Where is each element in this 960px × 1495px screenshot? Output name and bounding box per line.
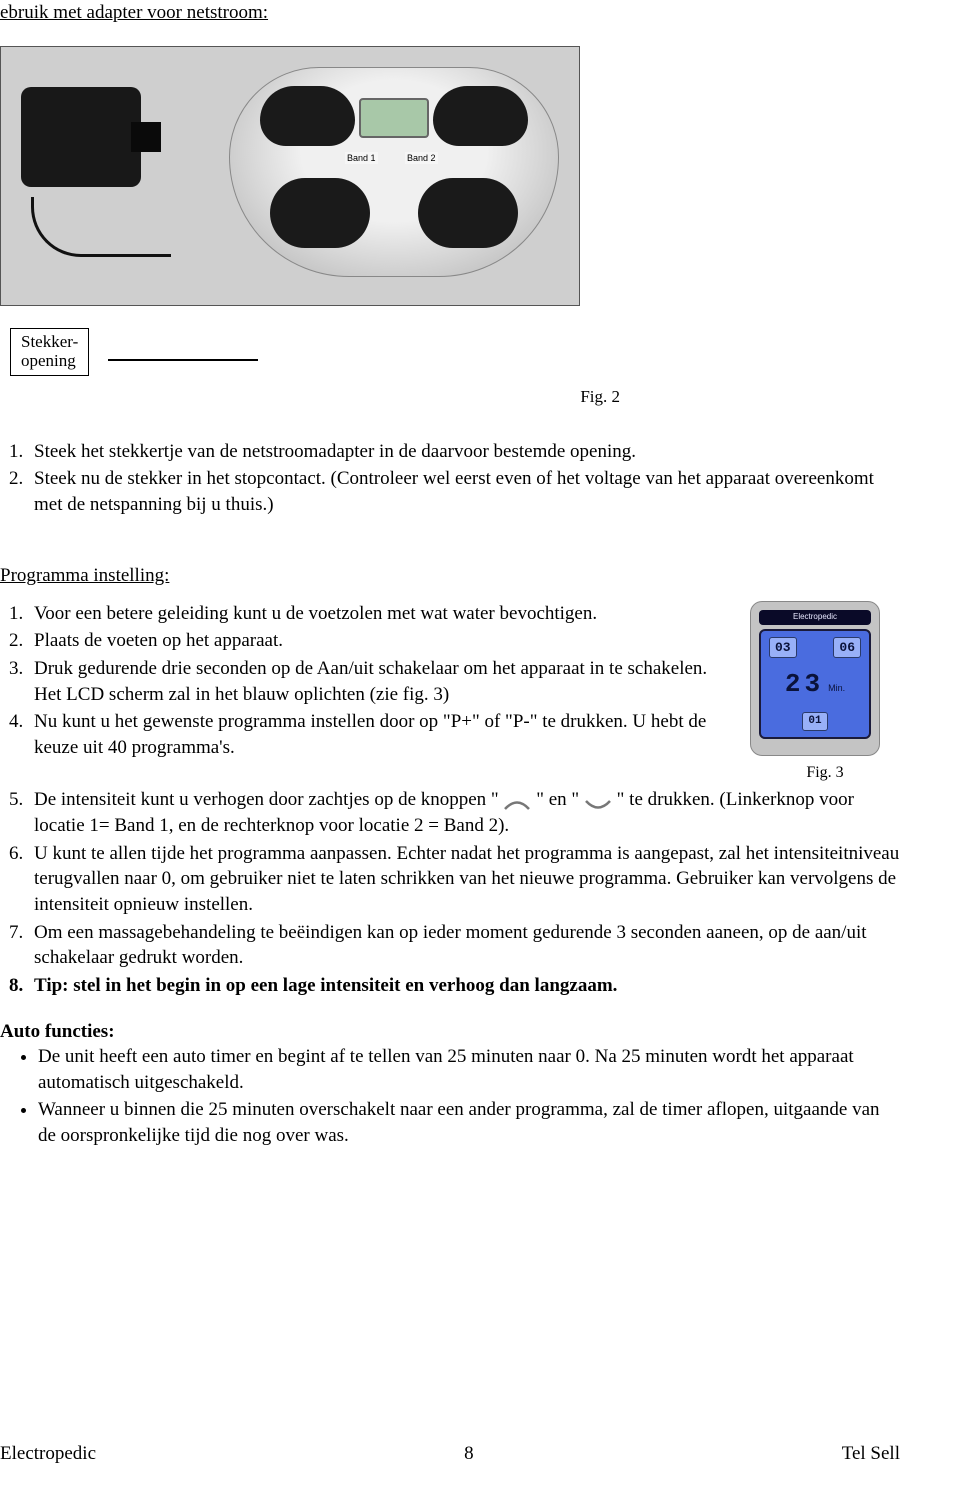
heading-auto-functies: Auto functies:: [0, 1019, 900, 1045]
callout-text-line1: Stekker-: [21, 332, 78, 351]
lcd-value-left: 03: [769, 637, 797, 659]
program-steps-list-part2: De intensiteit kunt u verhogen door zach…: [0, 787, 900, 998]
intensity-down-icon: [584, 794, 612, 808]
auto-functies-list: De unit heeft een auto timer en begint a…: [0, 1044, 900, 1149]
program-step-5: De intensiteit kunt u verhogen door zach…: [28, 787, 900, 838]
callout-stekker-opening: Stekker- opening: [10, 328, 89, 375]
program-steps-list-part1: Voor een betere geleiding kunt u de voet…: [0, 601, 730, 763]
foot-device-shape: Band 1 Band 2: [229, 67, 559, 277]
page-footer: Electropedic 8 Tel Sell: [0, 1441, 900, 1467]
footer-left: Electropedic: [0, 1441, 96, 1467]
figure-2: Band 1 Band 2 Stekker- opening Fig. 2: [0, 46, 900, 409]
adapter-plug-shape: [131, 122, 161, 152]
foot-pad-top-right: [433, 86, 528, 146]
band2-label: Band 2: [405, 152, 438, 164]
figure-2-caption: Fig. 2: [0, 386, 620, 409]
heading-programma-instelling: Programma instelling:: [0, 563, 900, 589]
device-lcd: [359, 98, 429, 138]
lcd-program-value: 01: [802, 712, 827, 731]
callout-leader-line: [108, 359, 258, 361]
heading-adapter-use: ebruik met adapter voor netstroom:: [0, 0, 900, 26]
program-step-2: Plaats de voeten op het apparaat.: [28, 628, 730, 654]
footer-page-number: 8: [96, 1441, 842, 1467]
figure-2-photo: Band 1 Band 2: [0, 46, 580, 306]
adapter-step-1: Steek het stekkertje van de netstroomada…: [28, 439, 900, 465]
step5-text-a: De intensiteit kunt u verhogen door zach…: [34, 789, 503, 810]
callout-text-line2: opening: [21, 351, 76, 370]
program-step-4: Nu kunt u het gewenste programma instell…: [28, 709, 730, 760]
adapter-step-2: Steek nu de stekker in het stopcontact. …: [28, 466, 900, 517]
auto-bullet-1: De unit heeft een auto timer en begint a…: [38, 1044, 900, 1095]
program-step-6: U kunt te allen tijde het programma aanp…: [28, 841, 900, 918]
footer-right: Tel Sell: [842, 1441, 900, 1467]
intensity-up-icon: [503, 794, 531, 808]
lcd-timer-value: 23: [785, 667, 824, 702]
figure-3: Electropedic 03 06 23 Min. 01 Fig. 3: [750, 601, 900, 784]
foot-pad-bottom-left: [270, 178, 370, 248]
figure-3-lcd-screen: 03 06 23 Min. 01: [759, 629, 871, 739]
figure-3-brand: Electropedic: [759, 610, 871, 625]
figure-3-caption: Fig. 3: [750, 762, 900, 784]
foot-pad-top-left: [260, 86, 355, 146]
program-step-8-tip: Tip: stel in het begin in op een lage in…: [28, 973, 900, 999]
program-step-1: Voor een betere geleiding kunt u de voet…: [28, 601, 730, 627]
auto-bullet-2: Wanneer u binnen die 25 minuten overscha…: [38, 1097, 900, 1148]
step5-text-b: " en ": [531, 789, 583, 810]
program-step-7: Om een massagebehandeling te beëindigen …: [28, 920, 900, 971]
lcd-value-right: 06: [833, 637, 861, 659]
adapter-cable-shape: [31, 197, 171, 257]
adapter-steps-list: Steek het stekkertje van de netstroomada…: [0, 439, 900, 518]
figure-3-device: Electropedic 03 06 23 Min. 01: [750, 601, 880, 756]
power-adapter-shape: [21, 87, 141, 187]
program-step-3: Druk gedurende drie seconden op de Aan/u…: [28, 656, 730, 707]
band1-label: Band 1: [345, 152, 378, 164]
lcd-min-label: Min.: [828, 682, 845, 694]
foot-pad-bottom-right: [418, 178, 518, 248]
